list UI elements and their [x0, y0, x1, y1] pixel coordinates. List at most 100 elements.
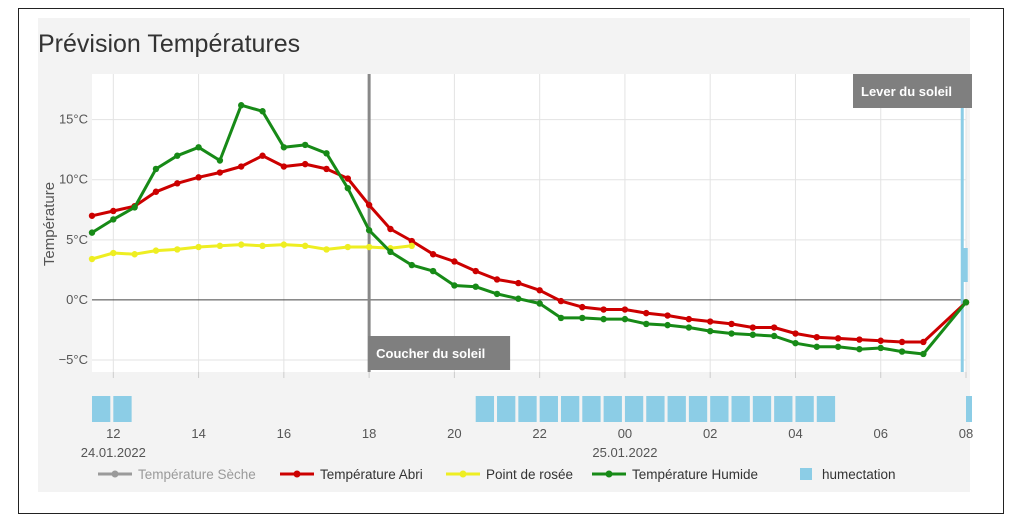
humectation-bars	[92, 396, 972, 422]
temperature-abri-point	[259, 152, 266, 159]
humectation-bar	[774, 396, 793, 422]
temperature-humide-point	[152, 165, 160, 173]
temperature-humide-point	[174, 152, 181, 159]
point-de-rosee-point	[195, 243, 202, 251]
legend-temperature-abri-label: Température Abri	[320, 467, 423, 482]
x-axis-ticks: 12 14 16 18 20 22 00 02 04 06 08 24.01.2022 25.01.20…	[81, 372, 973, 460]
temperature-humide-point	[770, 332, 778, 340]
sunset-label: Coucher du soleil	[376, 346, 485, 361]
temperature-abri-point	[621, 306, 629, 313]
legend-humectation-symbol	[800, 468, 812, 480]
temperature-abri-point	[216, 169, 224, 176]
temperature-abri-point	[387, 225, 394, 233]
temperature-humide-point	[920, 350, 927, 358]
humectation-bar	[603, 396, 622, 422]
y-tick-label: −5°C	[59, 352, 88, 367]
temperature-humide-point	[877, 344, 884, 352]
temperature-humide-point	[749, 331, 757, 338]
legend-point-de-rosee-label: Point de rosée	[486, 467, 573, 482]
temperature-humide-point	[387, 248, 394, 256]
legend-temperature-humide-label: Température Humide	[632, 467, 758, 482]
series-layer	[88, 102, 970, 358]
humectation-bar	[624, 396, 644, 422]
temperature-abri-point	[557, 297, 565, 305]
temperature-abri-point	[365, 201, 373, 209]
temperature-humide-point	[131, 204, 138, 211]
temperature-abri-point	[238, 163, 245, 170]
temperature-humide-point	[110, 216, 117, 223]
temperature-humide-point	[323, 150, 330, 157]
temperature-abri-point	[856, 336, 863, 343]
sunrise-label-box	[853, 74, 972, 108]
point-de-rosee-point	[174, 246, 181, 253]
temperature-humide-point	[600, 315, 607, 323]
humectation-bar	[475, 396, 495, 422]
temperature-abri-point	[195, 174, 202, 181]
temperature-abri-point	[643, 309, 650, 317]
legend-temperature-abri-marker	[293, 470, 301, 478]
point-de-rosee-point	[88, 255, 96, 263]
temperature-humide-point	[301, 141, 309, 149]
temperature-abri-point	[792, 330, 799, 337]
temperature-abri-point	[323, 165, 330, 173]
temperature-humide-point	[429, 267, 437, 275]
humectation-bar	[497, 396, 516, 422]
humectation-bar	[92, 396, 111, 422]
temperature-humide-point	[579, 314, 586, 322]
temperature-abri-point	[600, 306, 607, 313]
sunset-label-box	[368, 336, 511, 370]
temperature-humide-point	[365, 227, 373, 234]
temperature-humide-point	[685, 324, 693, 331]
temperature-humide-point	[792, 339, 799, 347]
humectation-bar	[518, 396, 537, 422]
temperature-humide-point	[643, 320, 650, 328]
legend-temperature-seche-label: Température Sèche	[138, 467, 256, 482]
legend-humectation-label: humectation	[822, 467, 896, 482]
y-axis-ticks: 15°C 10°C 5°C 0°C −5°C	[59, 112, 88, 367]
y-tick-label: 10°C	[59, 172, 88, 187]
humectation-bar	[113, 396, 132, 422]
point-de-rosee-point	[280, 241, 288, 248]
temperature-humide-point	[536, 300, 543, 307]
sunrise-strip	[962, 248, 968, 282]
x-tick-label: 12	[106, 426, 120, 441]
point-de-rosee-point	[344, 243, 352, 251]
date-label: 25.01.2022	[592, 445, 657, 460]
temperature-abri-point	[451, 258, 458, 265]
point-de-rosee-point	[131, 251, 138, 258]
plot-area-fill	[92, 74, 966, 372]
humectation-bar	[731, 396, 750, 422]
temperature-humide-point	[834, 343, 842, 350]
chart-title: Prévision Températures	[38, 30, 300, 58]
y-axis-label: Température	[41, 182, 58, 266]
temperature-humide-point	[451, 282, 458, 289]
temperature-humide-point	[344, 184, 352, 192]
temperature-abri-point	[685, 315, 693, 323]
temperature-abri-point	[706, 318, 714, 325]
temperature-humide-point	[88, 229, 96, 236]
temperature-humide-point	[493, 290, 501, 298]
plot-area	[92, 74, 966, 372]
point-de-rosee-point	[238, 241, 245, 248]
point-de-rosee-point	[259, 242, 266, 250]
temperature-abri-point	[152, 188, 160, 195]
x-tick-label: 22	[532, 426, 546, 441]
temperature-abri-point	[344, 175, 352, 182]
x-tick-label: 00	[618, 426, 632, 441]
temperature-abri-point	[898, 338, 906, 346]
temperature-abri-point	[664, 312, 671, 319]
legend-temperature-seche-marker	[111, 470, 119, 478]
temperature-humide-point	[664, 321, 671, 329]
temperature-humide-point	[621, 315, 629, 323]
temperature-abri-point	[749, 324, 757, 331]
x-tick-label: 14	[191, 426, 205, 441]
y-tick-label: 5°C	[66, 232, 88, 247]
point-de-rosee-point	[110, 249, 117, 257]
x-tick-label: 08	[959, 426, 973, 441]
legend: Température Sèche Température Abri Point d…	[98, 467, 896, 482]
temperature-humide-point	[706, 327, 714, 335]
temperature-abri-point	[877, 337, 884, 344]
point-de-rosee-line	[91, 243, 412, 261]
humectation-bar	[795, 396, 814, 422]
